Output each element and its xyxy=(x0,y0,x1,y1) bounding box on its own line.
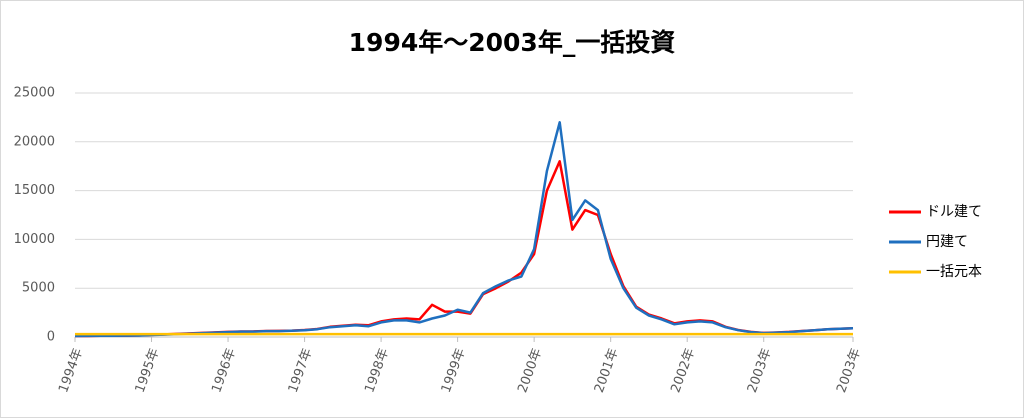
y-tick-label: 25000 xyxy=(14,86,55,101)
y-tick-label: 20000 xyxy=(14,134,55,149)
y-tick-label: 5000 xyxy=(22,281,55,296)
legend-label: ドル建て xyxy=(926,204,982,220)
legend-label: 一括元本 xyxy=(926,264,982,280)
legend-label: 円建て xyxy=(926,234,968,250)
y-tick-label: 10000 xyxy=(14,232,55,247)
chart-title: 1994年～2003年_一括投資 xyxy=(349,28,676,57)
y-tick-label: 0 xyxy=(47,330,55,345)
y-tick-label: 15000 xyxy=(14,183,55,198)
